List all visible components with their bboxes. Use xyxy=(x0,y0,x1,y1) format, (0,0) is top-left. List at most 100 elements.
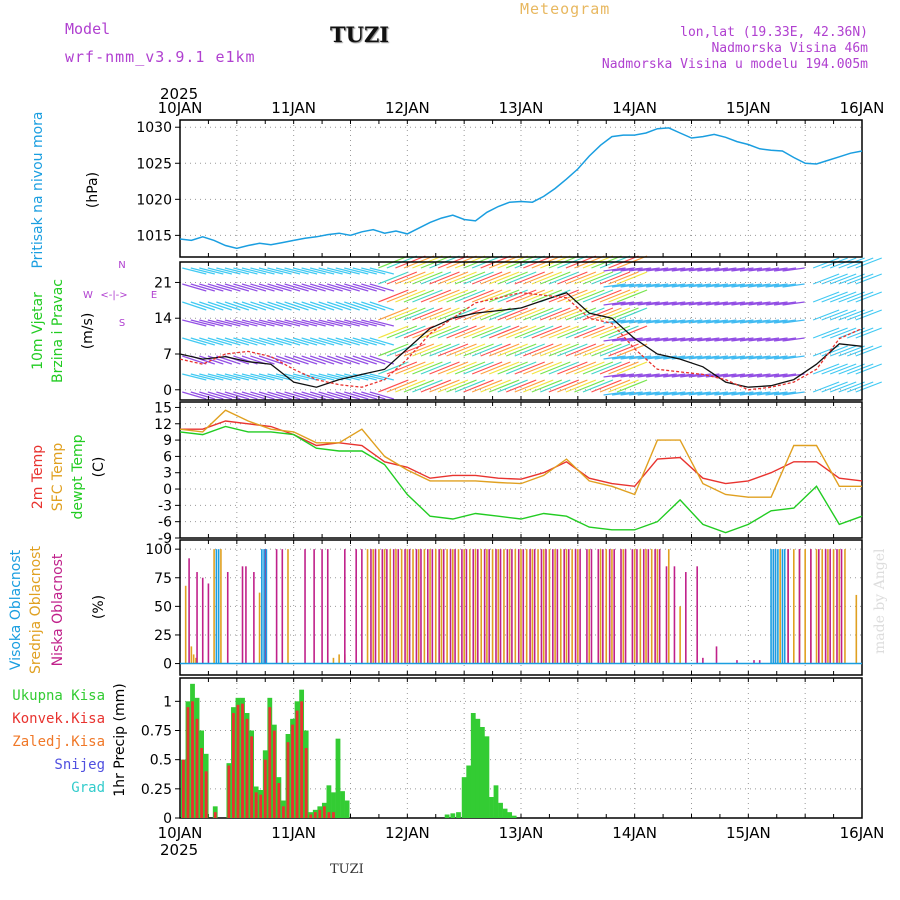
precip-legend-item: Grad xyxy=(71,780,105,796)
cloud-ytick-label: 100 xyxy=(145,542,172,558)
conv-precip-bar xyxy=(318,809,322,818)
wind-barb xyxy=(599,343,631,357)
wind-barb xyxy=(654,319,677,324)
wind-barb xyxy=(446,343,477,357)
wind-barb xyxy=(782,267,805,272)
wind-barb xyxy=(847,273,874,285)
wind-barb xyxy=(216,373,241,381)
pressure-line xyxy=(179,127,863,250)
wind-barb xyxy=(412,307,443,321)
wind-barb xyxy=(739,301,763,306)
wind-barb xyxy=(275,301,301,311)
wind-barb xyxy=(812,327,840,339)
wind-barb xyxy=(637,301,660,306)
wind-barb xyxy=(488,325,520,339)
wind-barb xyxy=(190,319,215,327)
compass-west: W xyxy=(83,290,93,301)
wind-barb xyxy=(705,267,728,272)
wind-barb xyxy=(620,337,643,342)
conv-precip-bar xyxy=(182,759,185,818)
wind-barb xyxy=(756,319,780,324)
wind-barb xyxy=(705,283,728,288)
wind-barb xyxy=(309,337,335,346)
wind-barb xyxy=(608,361,639,375)
compass-north: N xyxy=(118,260,125,271)
wind-barb xyxy=(705,337,728,342)
wind-barb xyxy=(739,373,763,378)
wind-barb xyxy=(773,373,797,378)
wind-barb xyxy=(838,363,865,375)
conv-precip-bar xyxy=(204,771,208,818)
total-precip-bar xyxy=(450,813,456,818)
wind-barb xyxy=(207,337,233,346)
footer-station: TUZI xyxy=(330,862,364,877)
conv-precip-bar xyxy=(195,718,199,818)
wind-barb xyxy=(748,319,771,324)
wind-barb xyxy=(463,325,494,339)
wind-barb xyxy=(722,267,746,272)
wind-barb xyxy=(182,267,207,275)
wind-barb xyxy=(182,373,207,381)
wind-barb xyxy=(731,267,754,272)
wind-barb xyxy=(250,337,275,346)
wind-barb xyxy=(548,307,580,321)
total-precip-bar xyxy=(212,806,218,818)
wind-barb xyxy=(267,301,292,311)
wind-barb xyxy=(557,307,588,321)
wind-barb xyxy=(292,373,318,381)
wind-barb xyxy=(497,289,528,303)
wind-barb xyxy=(603,301,626,306)
top-xtick-label: 10JAN xyxy=(158,99,203,117)
wind-barb xyxy=(463,289,494,303)
wind-barb xyxy=(812,309,840,321)
wind-barb xyxy=(199,267,224,275)
model-elevation-label: Nadmorska Visina u modelu 194.005m xyxy=(601,57,868,72)
wind-barb xyxy=(646,337,669,342)
wind-barb xyxy=(812,381,840,393)
wind-barb xyxy=(241,391,267,400)
wind-barb xyxy=(829,345,857,357)
wind-barb xyxy=(361,355,386,365)
wind-barb xyxy=(514,379,545,393)
wind-barb xyxy=(722,391,746,396)
wind-barb xyxy=(403,271,435,285)
wind-barb xyxy=(190,301,215,311)
wind-barb xyxy=(241,319,267,327)
wind-barb xyxy=(471,307,503,321)
wind-barb xyxy=(207,355,233,365)
total-precip-bar xyxy=(466,765,472,818)
wind-barb xyxy=(190,391,215,400)
wind-barb xyxy=(207,391,233,400)
precip-ytick-label: 0.5 xyxy=(150,753,172,769)
wind-barb xyxy=(182,355,207,365)
wind-barb xyxy=(284,267,309,275)
wind-barb xyxy=(722,301,746,306)
wind-barb xyxy=(386,289,418,303)
wind-barb xyxy=(429,379,460,393)
wind-gust-line xyxy=(179,292,863,391)
wind-barb xyxy=(488,361,520,375)
wind-barb xyxy=(620,283,643,288)
wind-barb xyxy=(301,283,326,292)
wind-barb xyxy=(608,325,639,339)
wind-barb xyxy=(361,337,386,346)
wind-barb xyxy=(620,319,643,324)
wind-barb xyxy=(437,361,469,375)
wind-barb xyxy=(748,301,771,306)
coords-label: lon,lat (19.33E, 42.36N) xyxy=(680,25,868,40)
wind-barb xyxy=(199,373,224,381)
wind-barb xyxy=(748,355,771,360)
wind-barb xyxy=(855,327,882,339)
wind-barb xyxy=(318,355,343,365)
wind-barb xyxy=(454,361,486,375)
wind-barb xyxy=(582,361,614,375)
wind-barb xyxy=(574,307,605,321)
wind-barb xyxy=(344,301,369,311)
wind-barb xyxy=(309,301,335,311)
wind-barb xyxy=(629,301,652,306)
wind-barb xyxy=(765,301,788,306)
wind-barb xyxy=(250,301,275,311)
wind-barb xyxy=(412,343,443,357)
wind-barb xyxy=(557,325,588,339)
wind-barb xyxy=(531,271,563,285)
